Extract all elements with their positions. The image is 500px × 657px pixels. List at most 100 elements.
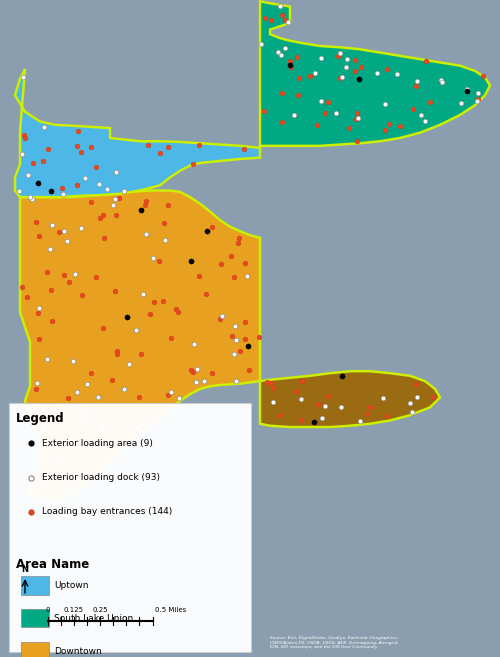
Point — [99, 323, 107, 334]
Point — [286, 60, 294, 70]
Point — [18, 72, 26, 82]
Point — [270, 383, 278, 394]
Point — [266, 14, 274, 25]
Point — [463, 84, 471, 95]
Point — [27, 438, 35, 449]
Point — [474, 88, 482, 99]
Point — [87, 368, 95, 378]
Point — [263, 376, 271, 387]
Point — [137, 349, 145, 359]
Point — [60, 270, 68, 281]
Text: Source: Esri, DigitalGlobe, GeoEye, Earthstar Geographics,
CNES/Airbus DS, USDA,: Source: Esri, DigitalGlobe, GeoEye, Eart… — [270, 636, 398, 649]
Point — [73, 179, 81, 190]
Point — [108, 374, 116, 385]
Point — [310, 417, 318, 427]
Point — [92, 272, 100, 283]
Point — [60, 225, 68, 236]
Point — [74, 141, 82, 152]
Point — [164, 142, 172, 152]
Point — [256, 332, 264, 342]
Point — [150, 296, 158, 307]
Point — [78, 290, 86, 300]
Point — [232, 376, 239, 386]
Text: Area Name: Area Name — [16, 558, 89, 571]
Point — [190, 159, 198, 170]
Point — [342, 62, 349, 72]
Point — [338, 72, 346, 82]
Point — [276, 1, 284, 11]
Point — [290, 110, 298, 120]
Point — [114, 350, 122, 360]
Point — [216, 258, 224, 269]
Point — [202, 226, 210, 237]
Point — [234, 237, 242, 248]
Point — [422, 56, 430, 66]
Point — [156, 148, 164, 158]
Point — [120, 186, 128, 196]
Point — [111, 286, 119, 296]
Point — [112, 346, 120, 357]
Point — [160, 217, 168, 228]
Point — [412, 76, 420, 86]
Point — [138, 204, 145, 215]
Point — [296, 73, 304, 83]
Point — [21, 133, 29, 143]
Point — [64, 478, 72, 488]
Point — [241, 334, 249, 344]
Point — [188, 367, 196, 377]
Point — [366, 402, 374, 413]
Point — [286, 56, 294, 66]
Point — [278, 50, 285, 60]
Point — [353, 108, 361, 118]
Point — [409, 104, 417, 114]
Point — [78, 222, 86, 233]
Point — [278, 117, 286, 127]
Polygon shape — [15, 69, 260, 197]
Text: 0.5 Miles: 0.5 Miles — [155, 607, 186, 613]
Point — [276, 409, 284, 420]
Text: Exterior loading area (9): Exterior loading area (9) — [42, 439, 154, 448]
Point — [40, 422, 48, 433]
Point — [474, 95, 482, 106]
Point — [100, 233, 108, 243]
Point — [202, 288, 209, 299]
Point — [321, 108, 329, 118]
Bar — [21, 576, 48, 595]
Point — [230, 349, 238, 359]
Point — [164, 200, 172, 210]
Point — [338, 371, 346, 382]
Text: 0.125: 0.125 — [64, 607, 84, 613]
Point — [42, 400, 50, 411]
Point — [200, 376, 207, 386]
Point — [58, 183, 66, 194]
Point — [337, 402, 345, 413]
Polygon shape — [20, 191, 260, 499]
Point — [32, 476, 40, 486]
Point — [356, 415, 364, 426]
Point — [313, 120, 321, 130]
Point — [55, 227, 63, 237]
Point — [86, 196, 94, 207]
Point — [384, 411, 392, 421]
Point — [384, 119, 392, 129]
Point — [175, 392, 183, 403]
Point — [63, 235, 71, 246]
Point — [34, 177, 42, 188]
Point — [230, 321, 238, 331]
Point — [99, 210, 107, 220]
Point — [278, 9, 286, 20]
Point — [32, 384, 40, 395]
Point — [384, 64, 392, 74]
Point — [286, 62, 294, 72]
Point — [60, 434, 68, 445]
Point — [50, 405, 58, 415]
Point — [408, 407, 416, 418]
Point — [243, 271, 251, 281]
Point — [142, 229, 150, 239]
Point — [412, 392, 420, 403]
Point — [281, 15, 289, 26]
Point — [71, 269, 79, 280]
Point — [48, 284, 56, 295]
Point — [216, 313, 224, 324]
Point — [227, 251, 235, 261]
